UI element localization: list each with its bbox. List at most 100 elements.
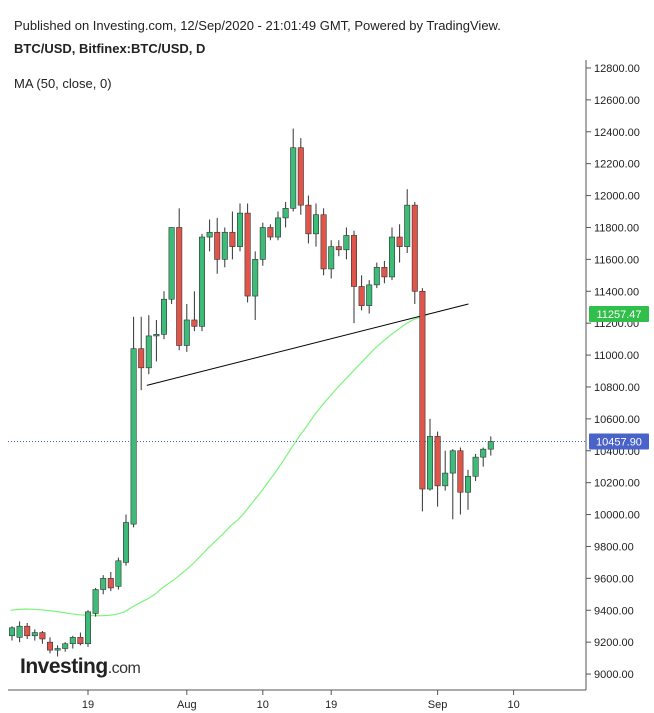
ma-value-badge-bg: [589, 305, 649, 322]
candle: [388, 227, 395, 281]
candle: [464, 469, 471, 510]
candles-layer: [9, 128, 494, 657]
candle-body: [366, 284, 373, 306]
y-tick-label: 9400.00: [594, 605, 634, 617]
candle-body: [274, 217, 281, 238]
candle-body: [85, 611, 92, 645]
candle-body: [373, 267, 380, 286]
ma50-line: [10, 313, 429, 617]
candle-body: [16, 625, 23, 638]
candle: [199, 233, 206, 332]
y-tick-label: 11400.00: [594, 286, 639, 298]
candle-body: [305, 204, 312, 235]
candle: [396, 224, 403, 263]
candle-body: [107, 578, 114, 589]
candle-body: [9, 627, 16, 637]
candle: [472, 453, 479, 482]
candle-body: [31, 632, 38, 637]
candle: [335, 240, 342, 257]
trendline-layer: [146, 303, 469, 386]
candle-body: [221, 231, 228, 260]
y-tick-label: 12000.00: [594, 191, 640, 203]
candle-body: [92, 589, 99, 614]
candle-body: [282, 208, 289, 219]
candle: [366, 280, 373, 314]
candle: [168, 227, 175, 305]
published-info: Published on Investing.com, 12/Sep/2020 …: [14, 18, 501, 33]
y-tick-label: 12400.00: [594, 127, 640, 139]
candle: [229, 211, 236, 260]
candle: [305, 195, 312, 244]
candle-body: [252, 259, 259, 297]
candle: [46, 637, 53, 654]
candle-body: [358, 286, 365, 306]
y-tick-label: 10000.00: [594, 510, 640, 522]
y-tick-label: 10800.00: [594, 382, 640, 394]
candle: [100, 575, 107, 595]
y-tick-label: 10600.00: [594, 414, 640, 426]
logo-main: Investing: [20, 655, 108, 678]
candle-body: [115, 560, 122, 587]
y-tick-label: 9200.00: [594, 637, 634, 649]
last-price-badge-label: 10457.90: [596, 437, 642, 449]
candle: [343, 227, 350, 260]
x-tick-label: 10: [507, 699, 519, 711]
candle: [107, 571, 114, 592]
candle: [39, 630, 46, 644]
candle-body: [328, 246, 335, 270]
candle-body: [24, 625, 31, 637]
candle: [320, 208, 327, 276]
logo-suffix: .com: [107, 660, 141, 677]
x-tick-label: 19: [82, 699, 94, 711]
candle: [214, 217, 221, 274]
candle-body: [244, 212, 251, 297]
candle: [419, 288, 426, 512]
y-tick-label: 11600.00: [594, 254, 639, 266]
candle: [442, 450, 449, 491]
candle: [404, 189, 411, 253]
candle-body: [191, 319, 198, 327]
price-badges: 11257.47 10457.90: [589, 305, 649, 450]
ma-legend[interactable]: MA (50, close, 0): [14, 76, 112, 91]
candle-body: [297, 147, 304, 206]
symbol-title: BTC/USD, Bitfinex:BTC/USD, D: [14, 41, 206, 56]
candle: [487, 436, 494, 456]
candle: [290, 128, 297, 212]
candle: [449, 449, 456, 520]
candle-body: [54, 648, 61, 651]
candle-body: [442, 472, 449, 487]
candle-body: [426, 436, 433, 490]
candle-body: [183, 319, 190, 346]
candle: [328, 240, 335, 279]
candle: [267, 224, 274, 241]
candle: [282, 201, 289, 228]
candle-body: [464, 475, 471, 493]
candle-body: [77, 637, 84, 645]
candle: [138, 316, 145, 391]
candle: [115, 557, 122, 590]
y-tick-label: 11800.00: [594, 222, 639, 234]
candle: [130, 316, 137, 528]
investing-logo: Investing.com: [20, 655, 141, 679]
candle: [259, 222, 266, 266]
candle-body: [138, 348, 145, 369]
candle-body: [472, 456, 479, 477]
candle-body: [267, 227, 274, 238]
candle: [426, 418, 433, 491]
y-tick-label: 12200.00: [594, 159, 640, 171]
candle: [312, 203, 319, 247]
candle: [350, 230, 357, 324]
candle-body: [335, 246, 342, 251]
candle-body: [62, 643, 69, 649]
candle: [183, 304, 190, 352]
y-tick-label: 10200.00: [594, 478, 640, 490]
candle-body: [229, 231, 236, 247]
candle-body: [411, 204, 418, 292]
last-price-badge-bg: [589, 433, 649, 450]
neckline-trendline: [146, 303, 469, 386]
candle-body: [396, 236, 403, 247]
candle-body: [145, 335, 152, 369]
candle: [244, 203, 251, 303]
candle-body: [259, 227, 266, 260]
